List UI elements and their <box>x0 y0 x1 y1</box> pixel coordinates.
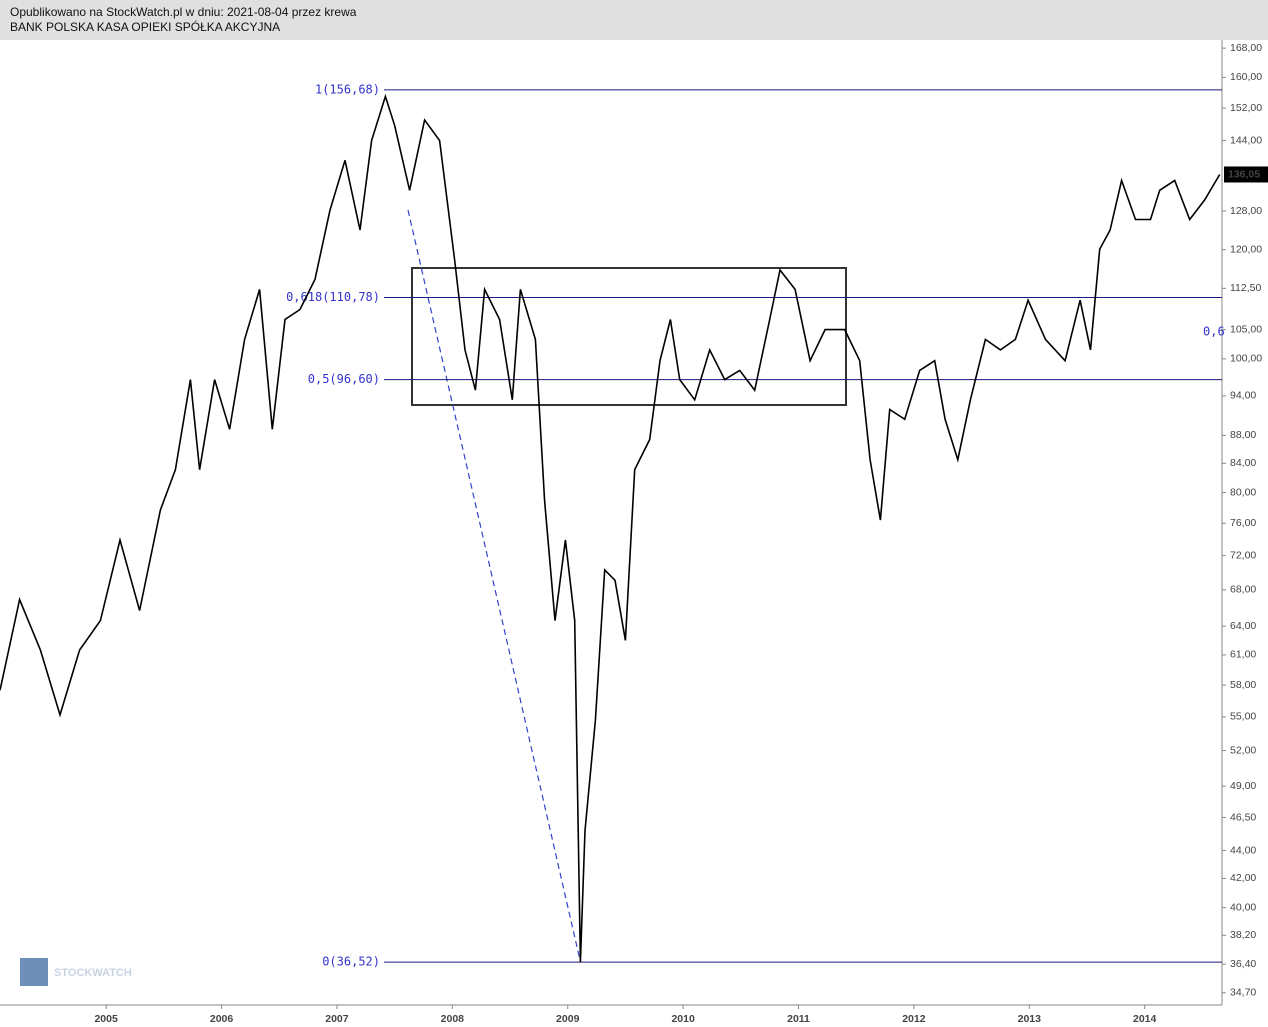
x-tick-label: 2013 <box>1018 1013 1042 1025</box>
y-tick-label: 76,00 <box>1230 517 1256 529</box>
y-tick-label: 61,00 <box>1230 649 1256 661</box>
y-tick-label: 58,00 <box>1230 679 1256 691</box>
y-tick-label: 55,00 <box>1230 711 1256 723</box>
y-tick-label: 72,00 <box>1230 549 1256 561</box>
trend-line <box>407 209 581 961</box>
last-price-label: 136,05 <box>1228 168 1260 180</box>
y-tick-label: 68,00 <box>1230 584 1256 596</box>
logo-icon <box>20 958 48 986</box>
y-tick-label: 128,00 <box>1230 205 1262 217</box>
y-tick-label: 80,00 <box>1230 486 1256 498</box>
fib-level-label: 0,618(110,78) <box>286 290 380 304</box>
watermark: STOCKWATCH <box>54 967 132 979</box>
x-tick-label: 2014 <box>1133 1013 1157 1025</box>
y-tick-label: 42,00 <box>1230 872 1256 884</box>
y-tick-label: 44,00 <box>1230 844 1256 856</box>
x-tick-label: 2011 <box>787 1013 810 1025</box>
published-info: Opublikowano na StockWatch.pl w dniu: 20… <box>10 5 357 19</box>
y-tick-label: 100,00 <box>1230 353 1262 365</box>
header-bar <box>0 0 1268 40</box>
x-tick-label: 2009 <box>556 1013 580 1025</box>
y-tick-label: 38,20 <box>1230 929 1256 941</box>
y-tick-label: 40,00 <box>1230 901 1256 913</box>
x-tick-label: 2005 <box>94 1013 118 1025</box>
y-tick-label: 46,50 <box>1230 811 1256 823</box>
x-tick-label: 2010 <box>671 1013 695 1025</box>
y-tick-label: 88,00 <box>1230 429 1256 441</box>
y-tick-label: 144,00 <box>1230 134 1262 146</box>
y-tick-label: 84,00 <box>1230 457 1256 469</box>
last-price-box <box>1224 166 1268 183</box>
y-tick-label: 94,00 <box>1230 390 1256 402</box>
y-tick-label: 36,40 <box>1230 958 1256 970</box>
y-tick-label: 168,00 <box>1230 42 1262 54</box>
price-line <box>0 93 1221 963</box>
y-tick-label: 52,00 <box>1230 744 1256 756</box>
fib-level-label: 0,5(96,60) <box>308 372 380 386</box>
x-tick-label: 2012 <box>902 1013 926 1025</box>
y-tick-label: 105,00 <box>1230 323 1262 335</box>
y-tick-label: 64,00 <box>1230 620 1256 632</box>
y-tick-label: 49,00 <box>1230 780 1256 792</box>
x-tick-label: 2006 <box>210 1013 234 1025</box>
y-tick-label: 120,00 <box>1230 243 1262 255</box>
x-tick-label: 2007 <box>325 1013 349 1025</box>
fib-level-label: 1(156,68) <box>315 82 380 96</box>
y-tick-label: 152,00 <box>1230 102 1262 114</box>
side-label: 0,6 <box>1203 325 1225 339</box>
range-box <box>411 267 847 406</box>
x-tick-label: 2008 <box>441 1013 465 1025</box>
y-tick-label: 112,50 <box>1230 282 1261 294</box>
y-tick-label: 34,70 <box>1230 987 1256 999</box>
fib-level-label: 0(36,52) <box>322 955 380 969</box>
instrument-name: BANK POLSKA KASA OPIEKI SPÓŁKA AKCYJNA <box>10 19 280 34</box>
y-tick-label: 160,00 <box>1230 71 1262 83</box>
